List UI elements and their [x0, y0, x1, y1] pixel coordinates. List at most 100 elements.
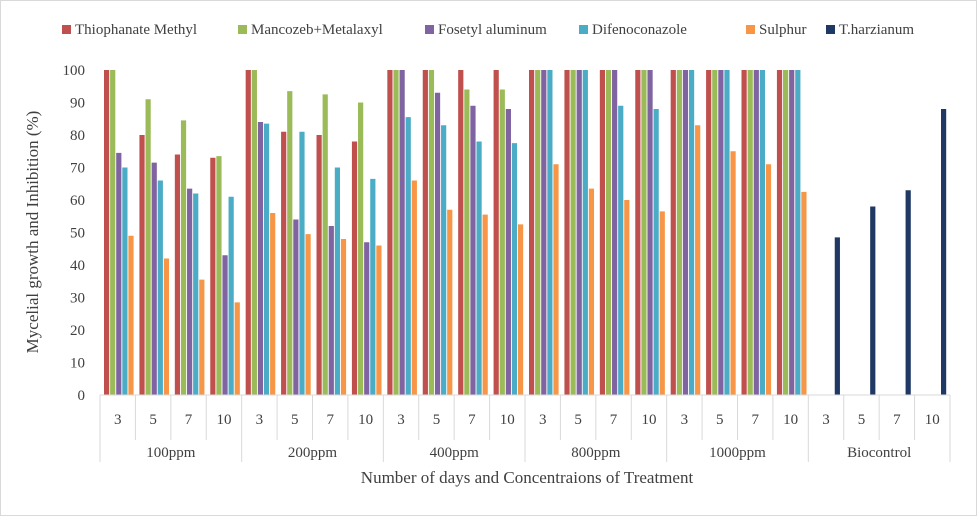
bar — [747, 70, 753, 395]
bar — [376, 245, 382, 395]
bar — [199, 279, 205, 396]
bar — [529, 70, 535, 395]
bar — [470, 105, 476, 395]
day-tick-label: 10 — [925, 412, 940, 428]
day-tick-label: 3 — [681, 412, 689, 428]
bar — [210, 157, 216, 395]
bar — [576, 70, 582, 395]
day-tick-label: 10 — [358, 412, 373, 428]
bar — [759, 70, 765, 395]
bar — [695, 125, 701, 395]
bar — [322, 94, 328, 396]
day-tick-label: 5 — [858, 412, 866, 428]
bar — [753, 70, 759, 395]
bar — [422, 70, 428, 395]
y-tick-label: 0 — [78, 388, 86, 404]
bar — [741, 70, 747, 395]
x-axis-label: Number of days and Concentraions of Trea… — [361, 468, 694, 487]
legend-swatch — [238, 25, 247, 34]
group-label: 800ppm — [571, 445, 621, 461]
bar — [641, 70, 647, 395]
bar — [624, 200, 630, 395]
y-tick-label: 100 — [63, 63, 86, 79]
bar — [222, 255, 228, 395]
bar — [180, 120, 187, 396]
bar — [157, 180, 163, 395]
bar — [270, 213, 276, 395]
bar — [434, 92, 441, 395]
day-tick-label: 3 — [114, 412, 122, 428]
y-tick-label: 20 — [70, 323, 85, 339]
bar — [287, 91, 293, 396]
bar — [653, 109, 659, 395]
bar — [482, 214, 488, 395]
legend-label: Thiophanate Methyl — [75, 22, 197, 38]
bar — [783, 70, 789, 395]
bar — [776, 70, 783, 395]
bar — [795, 70, 801, 395]
legend-label: Sulphur — [759, 22, 807, 38]
bar — [659, 211, 665, 395]
bar — [647, 70, 653, 395]
bar — [588, 188, 595, 396]
day-tick-label: 10 — [641, 412, 656, 428]
y-tick-label: 30 — [70, 291, 85, 307]
bar — [257, 122, 264, 395]
bar — [293, 219, 299, 395]
day-tick-label: 5 — [433, 412, 441, 428]
bar — [570, 70, 576, 395]
group-label: 200ppm — [288, 445, 338, 461]
bar — [387, 70, 393, 395]
bar — [612, 70, 618, 395]
bar — [358, 102, 364, 395]
bar — [447, 209, 453, 395]
bar — [618, 105, 624, 395]
day-tick-label: 7 — [751, 412, 759, 428]
bar — [174, 154, 181, 395]
day-tick-label: 3 — [822, 412, 830, 428]
bar — [116, 152, 122, 396]
day-tick-label: 5 — [716, 412, 724, 428]
y-tick-label: 70 — [70, 161, 85, 177]
day-tick-label: 3 — [539, 412, 547, 428]
bar — [682, 70, 689, 395]
bar — [151, 162, 157, 396]
legend-swatch — [425, 25, 434, 34]
bar — [340, 239, 347, 395]
bar — [187, 188, 193, 396]
bar — [428, 70, 435, 395]
y-tick-label: 90 — [70, 96, 85, 112]
legend-label: Mancozeb+Metalaxyl — [251, 22, 383, 38]
bar — [718, 70, 724, 395]
bar — [505, 109, 511, 395]
bar — [405, 117, 411, 396]
y-tick-label: 80 — [70, 128, 85, 144]
y-axis-label: Mycelial growth and Inhibition (%) — [23, 111, 42, 354]
bar — [370, 178, 376, 396]
bar — [145, 99, 151, 395]
day-tick-label: 5 — [574, 412, 582, 428]
bars — [104, 70, 947, 396]
day-tick-label: 7 — [326, 412, 334, 428]
bar — [364, 242, 370, 395]
group-label: Biocontrol — [847, 445, 911, 461]
bar — [511, 143, 518, 396]
bar — [251, 70, 257, 395]
bar — [724, 70, 730, 395]
group-label: 1000ppm — [709, 445, 766, 461]
legend-swatch — [62, 25, 71, 34]
bar — [216, 156, 222, 396]
bar — [499, 89, 505, 395]
bar — [245, 70, 251, 395]
bar — [706, 70, 712, 395]
bar — [110, 70, 116, 395]
bar — [104, 70, 110, 395]
bar — [541, 70, 547, 395]
bar — [547, 70, 553, 395]
bar — [411, 180, 417, 395]
bar — [564, 70, 570, 395]
bar — [263, 123, 270, 396]
bar — [399, 70, 405, 395]
bar — [393, 70, 399, 395]
bar — [712, 70, 718, 395]
